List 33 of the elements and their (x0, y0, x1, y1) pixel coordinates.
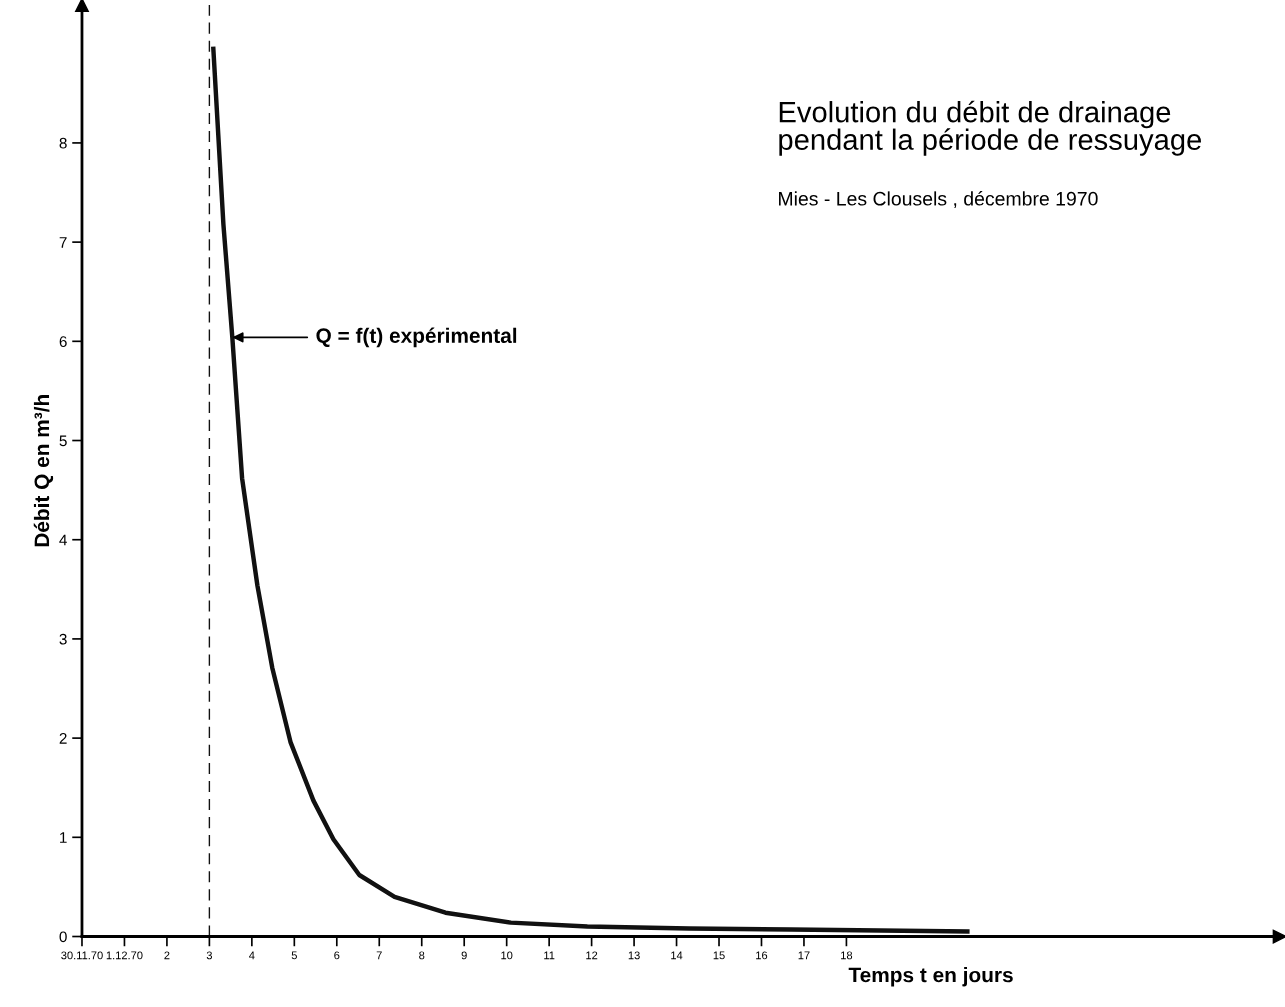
y-tick-label: 4 (59, 534, 67, 546)
y-tick-label: 1 (60, 832, 67, 843)
x-tick-label: 4 (249, 951, 255, 960)
x-tick-label: 11 (544, 951, 555, 960)
x-tick-label: 9 (461, 951, 467, 960)
y-tick-label: 7 (59, 237, 67, 248)
x-tick-label: 13 (628, 951, 640, 960)
text: Evolution du débit de drainage pendant la période de ressuyage (779, 100, 1201, 156)
x-tick-label: 5 (291, 951, 297, 960)
text: Mies - Les Clousels , décembre 1970 (779, 191, 1098, 208)
x-tick-label: 18 (841, 951, 853, 960)
y-tick-label: 6 (59, 336, 67, 347)
x-tick-label: 6 (334, 951, 340, 960)
x-tick-label: 3 (206, 951, 212, 960)
y-tick-label: 0 (59, 931, 67, 943)
y-tick-label: 8 (59, 137, 67, 149)
annotation: Q = f(t) expérimental (316, 327, 517, 348)
x-tick-label: 14 (671, 951, 683, 960)
x-tick-label: 1.12.70 (106, 951, 143, 960)
x-tick-label: 15 (713, 951, 725, 960)
y-axis-title: Débit Q en m³/h (33, 395, 54, 547)
x-axis-title: Temps t en jours (848, 967, 1013, 987)
x-tick-label: 16 (756, 951, 768, 960)
x-tick-label: 8 (419, 951, 425, 960)
y-tick-label: 5 (59, 435, 67, 447)
x-tick-label: 30.11.70 (61, 951, 103, 960)
y-tick-label: 2 (59, 732, 67, 744)
x-tick-label: 10 (501, 951, 513, 960)
y-tick-label: 3 (59, 633, 67, 645)
x-tick-label: 2 (164, 951, 170, 960)
x-tick-label: 12 (586, 951, 598, 960)
x-tick-label: 17 (798, 951, 810, 960)
x-tick-label: 7 (376, 951, 382, 960)
